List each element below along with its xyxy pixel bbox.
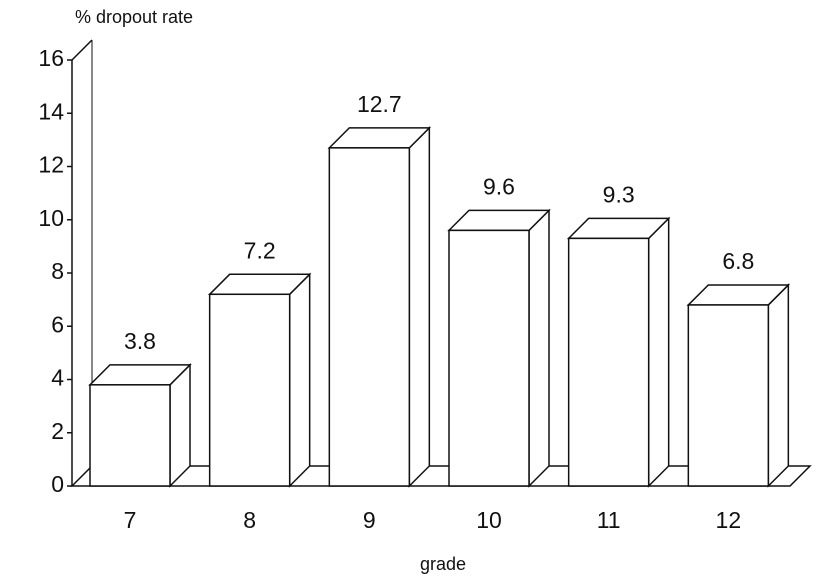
- bar: [89, 384, 171, 487]
- y-axis-top: [71, 39, 93, 61]
- bar: [328, 147, 411, 487]
- y-tick-label: 0: [51, 471, 64, 497]
- y-tick-label: 12: [38, 152, 64, 178]
- bar-side: [647, 216, 670, 488]
- value-label: 7.2: [244, 237, 276, 263]
- bar-side: [528, 208, 550, 488]
- value-label: 9.6: [483, 173, 515, 199]
- bar-side: [408, 126, 431, 488]
- value-label: 3.8: [124, 328, 156, 354]
- x-tick-label: 9: [363, 507, 376, 533]
- y-tick-label: 4: [51, 365, 64, 391]
- x-tick-label: 11: [597, 507, 621, 533]
- bar: [567, 237, 650, 487]
- value-label: 9.3: [603, 181, 635, 207]
- x-tick-label: 7: [124, 507, 137, 533]
- y-tick-label: 14: [38, 98, 64, 124]
- value-label: 12.7: [357, 91, 402, 117]
- bar-side: [767, 283, 790, 488]
- y-tick-label: 2: [51, 418, 64, 444]
- x-tick-label: 12: [716, 507, 742, 533]
- bar-side: [288, 272, 311, 488]
- y-tick-label: 16: [38, 45, 64, 71]
- bar-side: [169, 363, 191, 488]
- bar: [448, 229, 530, 487]
- y-tick-label: 10: [38, 205, 64, 231]
- x-tick-label: 10: [476, 507, 502, 533]
- x-axis-label: grade: [420, 554, 466, 574]
- value-label: 6.8: [722, 248, 754, 274]
- x-tick-label: 8: [243, 507, 256, 533]
- y-tick-label: 8: [51, 258, 64, 284]
- y-tick-label: 6: [51, 311, 64, 337]
- bar: [687, 304, 770, 487]
- chart-title: % dropout rate: [75, 7, 193, 27]
- bar: [208, 293, 291, 487]
